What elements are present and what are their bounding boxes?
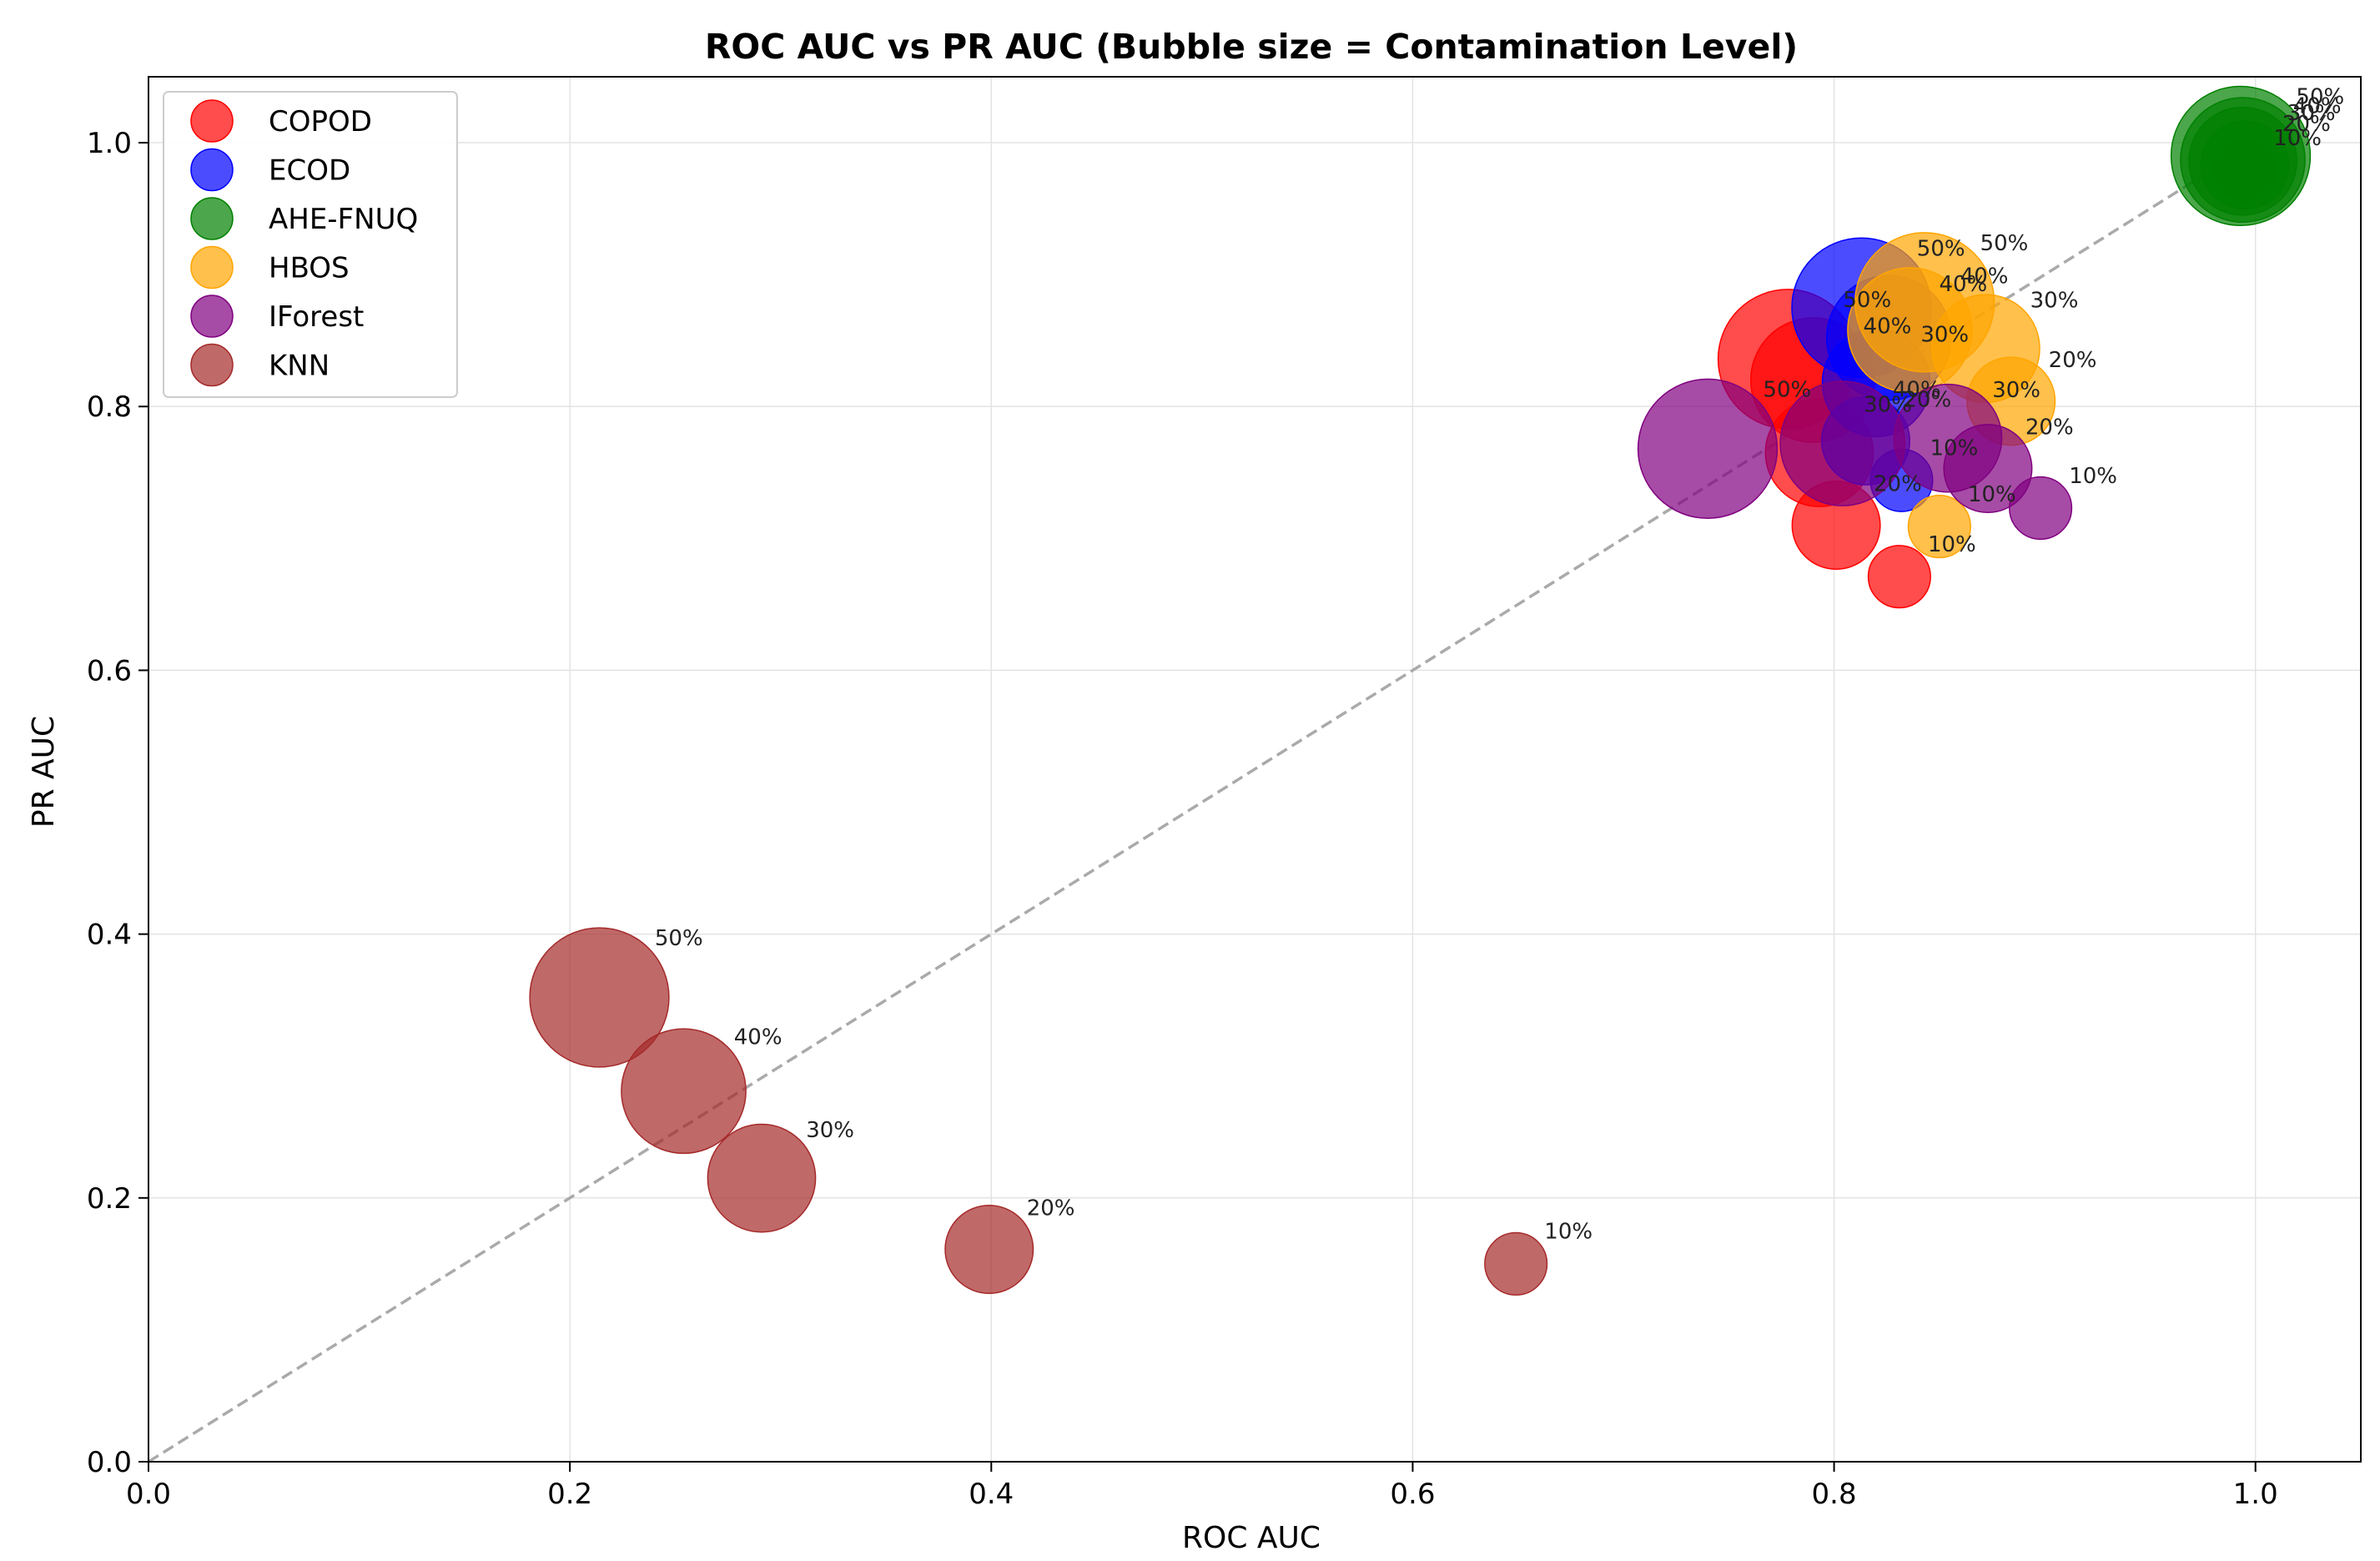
legend-label-ahe-fnuq: AHE-FNUQ — [269, 203, 418, 236]
bubble-hbos-10 — [1907, 495, 1971, 559]
y-tick-label: 0.2 — [87, 1182, 132, 1216]
bubble-iforest-40 — [1779, 380, 1906, 506]
bubble-label-hbos-20: 20% — [2049, 348, 2097, 373]
legend-label-knn: KNN — [269, 350, 330, 383]
y-tick-label: 0.0 — [87, 1446, 132, 1479]
x-tick-label: 0.0 — [126, 1478, 171, 1511]
bubble-knn-30 — [707, 1123, 817, 1233]
points-layer — [529, 85, 2312, 1296]
bubble-label-ahe-fnuq-20: 20% — [2282, 112, 2331, 137]
axes-layer: 0.0 0.2 0.4 0.6 0.8 1.0 0.0 0.2 0.4 0.6 0.8 1.0 — [87, 76, 2362, 1511]
x-tick-label: 0.2 — [547, 1478, 592, 1511]
legend-label-hbos: HBOS — [269, 252, 350, 285]
bubble-knn-10 — [1484, 1231, 1548, 1296]
bubble-label-ecod-20: 20% — [1903, 387, 1951, 412]
bubble-label-knn-10: 10% — [1544, 1220, 1593, 1245]
legend-label-copod: COPOD — [269, 105, 372, 138]
x-tick-label: 0.4 — [969, 1478, 1014, 1511]
x-axis-title: ROC AUC — [1182, 1521, 1321, 1555]
bubble-label-ecod-10: 10% — [1930, 436, 1979, 461]
legend-marker-iforest — [190, 295, 234, 338]
bubble-label-ahe-fnuq-40: 40% — [2293, 93, 2342, 118]
x-tick-label: 0.6 — [1390, 1478, 1435, 1511]
bubble-label-ecod-40: 40% — [1939, 272, 1987, 297]
y-tick-label: 0.8 — [87, 390, 132, 424]
bubble-knn-20 — [944, 1204, 1034, 1294]
bubble-label-knn-40: 40% — [734, 1025, 782, 1050]
bubble-label-knn-20: 20% — [1027, 1196, 1075, 1221]
bubble-label-ecod-50: 50% — [1917, 236, 1965, 261]
y-axis-title: PR AUC — [27, 716, 61, 828]
bubble-label-copod-10: 10% — [1928, 532, 1976, 557]
legend-box — [163, 91, 458, 398]
legend-marker-knn — [190, 343, 234, 387]
bubble-label-knn-50: 50% — [655, 926, 703, 951]
legend-label-ecod: ECOD — [269, 154, 350, 188]
x-tick-label: 1.0 — [2233, 1478, 2278, 1511]
bubble-label-iforest-10: 10% — [2069, 464, 2117, 489]
legend-marker-hbos — [190, 245, 234, 290]
legend: COPOD ECOD AHE-FNUQ HBOS IForest KNN — [163, 91, 458, 398]
legend-marker-copod — [190, 99, 234, 143]
legend-marker-ahe-fnuq — [190, 197, 234, 240]
y-tick-label: 0.6 — [87, 654, 132, 687]
bubble-label-hbos-30: 30% — [2030, 288, 2079, 313]
bubble-label-copod-30: 30% — [1864, 392, 1912, 417]
bubble-iforest-50 — [1637, 378, 1779, 519]
bubble-label-knn-30: 30% — [806, 1118, 854, 1143]
legend-label-iforest: IForest — [269, 300, 364, 334]
legend-marker-ecod — [190, 148, 234, 192]
bubble-label-ahe-fnuq-10: 10% — [2273, 126, 2322, 151]
bubble-label-iforest-20: 20% — [2025, 415, 2074, 441]
bubble-label-copod-40: 40% — [1864, 314, 1912, 339]
bubble-label-hbos-50: 50% — [1980, 231, 2029, 256]
bubble-label-ahe-fnuq-30: 30% — [2287, 101, 2336, 126]
bubble-label-hbos-10: 10% — [1968, 482, 2016, 507]
bubble-hbos-50 — [1854, 232, 1995, 373]
bubble-copod-10 — [1867, 545, 1931, 609]
y-tick-label: 1.0 — [87, 127, 132, 160]
bubble-label-ecod-30: 30% — [1920, 323, 1969, 348]
bubble-knn-50 — [529, 927, 670, 1068]
bubble-label-hbos-40: 40% — [1960, 264, 2009, 289]
plot-frame — [148, 76, 2362, 1463]
bubble-label-iforest-40: 40% — [1893, 377, 1941, 402]
y-tick-label: 0.4 — [87, 919, 132, 952]
bubble-knn-40 — [621, 1028, 747, 1155]
bubble-label-ahe-fnuq-50: 50% — [2296, 84, 2344, 109]
bubble-label-iforest-50: 50% — [1763, 377, 1811, 402]
chart-title: ROC AUC vs PR AUC (Bubble size = Contami… — [705, 27, 1798, 67]
point-labels-layer: 10%20%30%40%50%10%20%30%40%50%10%20%30%4… — [655, 84, 2344, 1244]
bubble-ahe-fnuq-50 — [2170, 85, 2312, 227]
bubble-label-copod-20: 20% — [1874, 472, 1922, 497]
x-tick-label: 0.8 — [1812, 1478, 1857, 1511]
bubble-label-iforest-30: 30% — [1992, 378, 2040, 403]
bubble-label-copod-50: 50% — [1843, 288, 1891, 313]
